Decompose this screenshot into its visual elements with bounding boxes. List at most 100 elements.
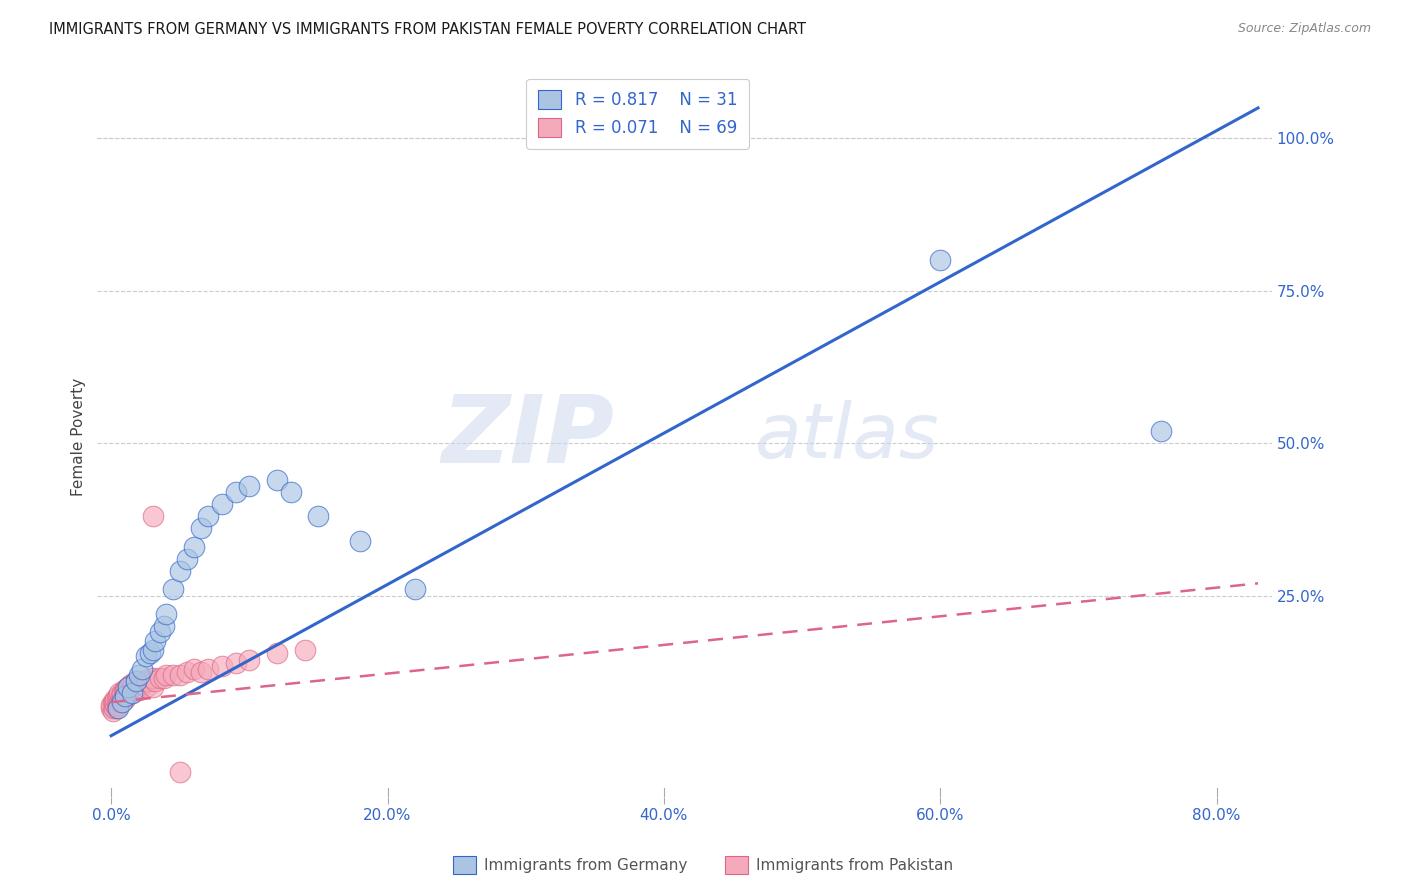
Point bbox=[211, 497, 233, 511]
Point bbox=[121, 686, 143, 700]
Point bbox=[114, 683, 136, 698]
Point bbox=[152, 671, 174, 685]
Point bbox=[105, 692, 128, 706]
Point bbox=[122, 677, 145, 691]
Legend: R = 0.817    N = 31, R = 0.071    N = 69: R = 0.817 N = 31, R = 0.071 N = 69 bbox=[526, 78, 749, 149]
Point bbox=[121, 686, 143, 700]
Point bbox=[169, 564, 191, 578]
Point bbox=[152, 619, 174, 633]
Legend: Immigrants from Germany, Immigrants from Pakistan: Immigrants from Germany, Immigrants from… bbox=[447, 850, 959, 880]
Text: ZIP: ZIP bbox=[441, 391, 614, 483]
Point bbox=[120, 683, 142, 698]
Point bbox=[131, 662, 153, 676]
Point bbox=[142, 509, 165, 524]
Point bbox=[100, 701, 122, 715]
Point bbox=[114, 692, 136, 706]
Point bbox=[115, 689, 138, 703]
Point bbox=[111, 692, 134, 706]
Point bbox=[280, 484, 302, 499]
Point bbox=[110, 695, 132, 709]
Point bbox=[929, 253, 952, 268]
Point bbox=[101, 704, 124, 718]
Point bbox=[125, 673, 148, 688]
Point bbox=[135, 680, 157, 694]
Point bbox=[107, 698, 129, 713]
Point bbox=[169, 765, 191, 780]
Text: Source: ZipAtlas.com: Source: ZipAtlas.com bbox=[1237, 22, 1371, 36]
Point bbox=[139, 671, 162, 685]
Point bbox=[108, 686, 131, 700]
Point bbox=[155, 607, 177, 621]
Point bbox=[117, 680, 139, 694]
Point bbox=[135, 649, 157, 664]
Point bbox=[183, 540, 205, 554]
Point bbox=[162, 667, 184, 681]
Point bbox=[111, 686, 134, 700]
Point bbox=[103, 695, 125, 709]
Point bbox=[101, 695, 124, 709]
Point bbox=[238, 652, 260, 666]
Point bbox=[122, 683, 145, 698]
Point bbox=[121, 680, 143, 694]
Point bbox=[307, 509, 329, 524]
Point bbox=[120, 677, 142, 691]
Point bbox=[190, 521, 212, 535]
Point bbox=[105, 701, 128, 715]
Point bbox=[128, 667, 150, 681]
Point bbox=[125, 680, 148, 694]
Point bbox=[142, 671, 165, 685]
Point bbox=[112, 683, 135, 698]
Point bbox=[176, 552, 198, 566]
Point bbox=[197, 662, 219, 676]
Point bbox=[142, 680, 165, 694]
Point bbox=[266, 647, 288, 661]
Point bbox=[136, 673, 159, 688]
Point bbox=[183, 662, 205, 676]
Point bbox=[124, 677, 146, 691]
Point bbox=[162, 582, 184, 597]
Point bbox=[111, 695, 134, 709]
Point bbox=[114, 689, 136, 703]
Point bbox=[131, 677, 153, 691]
Point bbox=[110, 689, 132, 703]
Point bbox=[127, 673, 149, 688]
Point bbox=[225, 484, 247, 499]
Point bbox=[108, 695, 131, 709]
Point bbox=[125, 673, 148, 688]
Point bbox=[115, 683, 138, 698]
Point bbox=[266, 473, 288, 487]
Point bbox=[127, 680, 149, 694]
Point bbox=[100, 698, 122, 713]
Point bbox=[1150, 424, 1173, 438]
Point bbox=[169, 667, 191, 681]
Point bbox=[155, 667, 177, 681]
Point bbox=[104, 698, 127, 713]
Point bbox=[129, 680, 152, 694]
Point bbox=[117, 680, 139, 694]
Point bbox=[104, 692, 127, 706]
Point bbox=[142, 643, 165, 657]
Point bbox=[145, 634, 167, 648]
Point bbox=[148, 625, 170, 640]
Text: IMMIGRANTS FROM GERMANY VS IMMIGRANTS FROM PAKISTAN FEMALE POVERTY CORRELATION C: IMMIGRANTS FROM GERMANY VS IMMIGRANTS FR… bbox=[49, 22, 806, 37]
Point bbox=[176, 665, 198, 679]
Point bbox=[148, 671, 170, 685]
Point bbox=[139, 647, 162, 661]
Point bbox=[107, 701, 129, 715]
Text: atlas: atlas bbox=[755, 400, 939, 474]
Point bbox=[118, 680, 141, 694]
Point bbox=[132, 677, 155, 691]
Y-axis label: Female Poverty: Female Poverty bbox=[72, 378, 86, 496]
Point bbox=[134, 673, 156, 688]
Point bbox=[190, 665, 212, 679]
Point bbox=[349, 533, 371, 548]
Point bbox=[124, 683, 146, 698]
Point bbox=[107, 689, 129, 703]
Point bbox=[112, 689, 135, 703]
Point bbox=[118, 686, 141, 700]
Point bbox=[128, 673, 150, 688]
Point bbox=[135, 673, 157, 688]
Point bbox=[145, 673, 167, 688]
Point bbox=[404, 582, 426, 597]
Point bbox=[294, 643, 316, 657]
